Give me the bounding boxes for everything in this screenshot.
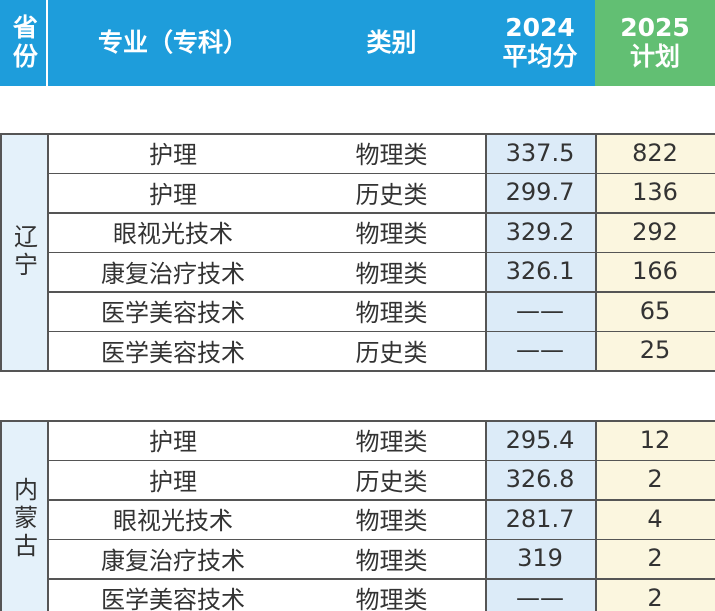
- rule: [47, 133, 49, 370]
- score: 299.7: [505, 178, 575, 207]
- rule: [485, 133, 487, 370]
- header-category: 类别: [298, 0, 485, 86]
- province-cell: 辽宁: [0, 133, 48, 370]
- plan: 25: [639, 336, 671, 365]
- category: 物理类: [355, 586, 428, 611]
- score: 326.8: [505, 465, 575, 494]
- score: 295.4: [505, 425, 575, 454]
- header-line: 2024: [505, 13, 575, 43]
- major: 护理: [149, 180, 197, 209]
- major: 眼视光技术: [113, 507, 233, 536]
- rule: [48, 578, 715, 580]
- score: 337.5: [505, 138, 575, 167]
- plan: 136: [632, 178, 678, 207]
- score: 326.1: [505, 257, 575, 286]
- rule: [48, 538, 715, 540]
- rule: [0, 133, 715, 135]
- plan: 2: [647, 583, 663, 611]
- major: 眼视光技术: [113, 220, 233, 249]
- rule: [485, 420, 487, 611]
- province-cell: 内蒙古: [0, 420, 48, 611]
- plan: 292: [632, 217, 678, 246]
- rule: [48, 499, 715, 501]
- header-score: 2024 平均分: [485, 0, 595, 86]
- major: 医学美容技术: [101, 338, 245, 367]
- rule: [595, 420, 597, 611]
- plan: 4: [647, 504, 663, 533]
- plan: 65: [639, 296, 671, 325]
- category: 物理类: [355, 259, 428, 288]
- category: 物理类: [355, 428, 428, 457]
- header-line: 计划: [629, 42, 680, 71]
- plan: 822: [632, 138, 678, 167]
- category: 历史类: [355, 467, 428, 496]
- major: 康复治疗技术: [101, 259, 245, 288]
- plan: 2: [647, 544, 663, 573]
- plan: 12: [639, 425, 671, 454]
- category: 物理类: [355, 220, 428, 249]
- rule: [47, 420, 49, 611]
- plan: 166: [632, 257, 678, 286]
- major: 医学美容技术: [101, 299, 245, 328]
- plan: 2: [647, 465, 663, 494]
- score: 329.2: [505, 217, 575, 246]
- rule: [0, 420, 2, 611]
- rule: [48, 459, 715, 461]
- major: 康复治疗技术: [101, 546, 245, 575]
- score: ——: [516, 296, 564, 325]
- header-line: 平均分: [502, 42, 578, 71]
- header-plan: 2025 计划: [595, 0, 715, 86]
- rule: [48, 291, 715, 293]
- major: 护理: [149, 428, 197, 457]
- major: 护理: [149, 141, 197, 170]
- category: 物理类: [355, 546, 428, 575]
- category: 物理类: [355, 507, 428, 536]
- rule: [0, 420, 715, 422]
- category: 历史类: [355, 180, 428, 209]
- category: 物理类: [355, 141, 428, 170]
- score: ——: [516, 336, 564, 365]
- rule: [0, 370, 715, 372]
- score: 319: [517, 544, 563, 573]
- category: 历史类: [355, 338, 428, 367]
- rule: [0, 133, 2, 370]
- rule: [48, 330, 715, 332]
- header-major: 专业（专科）: [48, 0, 298, 86]
- header-province: 省份: [0, 0, 46, 86]
- rule: [48, 212, 715, 214]
- rule: [48, 172, 715, 174]
- rule: [595, 133, 597, 370]
- major: 护理: [149, 467, 197, 496]
- score: 281.7: [505, 504, 575, 533]
- header-line: 2025: [620, 13, 690, 43]
- rule: [48, 251, 715, 253]
- score: ——: [516, 583, 564, 611]
- category: 物理类: [355, 299, 428, 328]
- major: 医学美容技术: [101, 586, 245, 611]
